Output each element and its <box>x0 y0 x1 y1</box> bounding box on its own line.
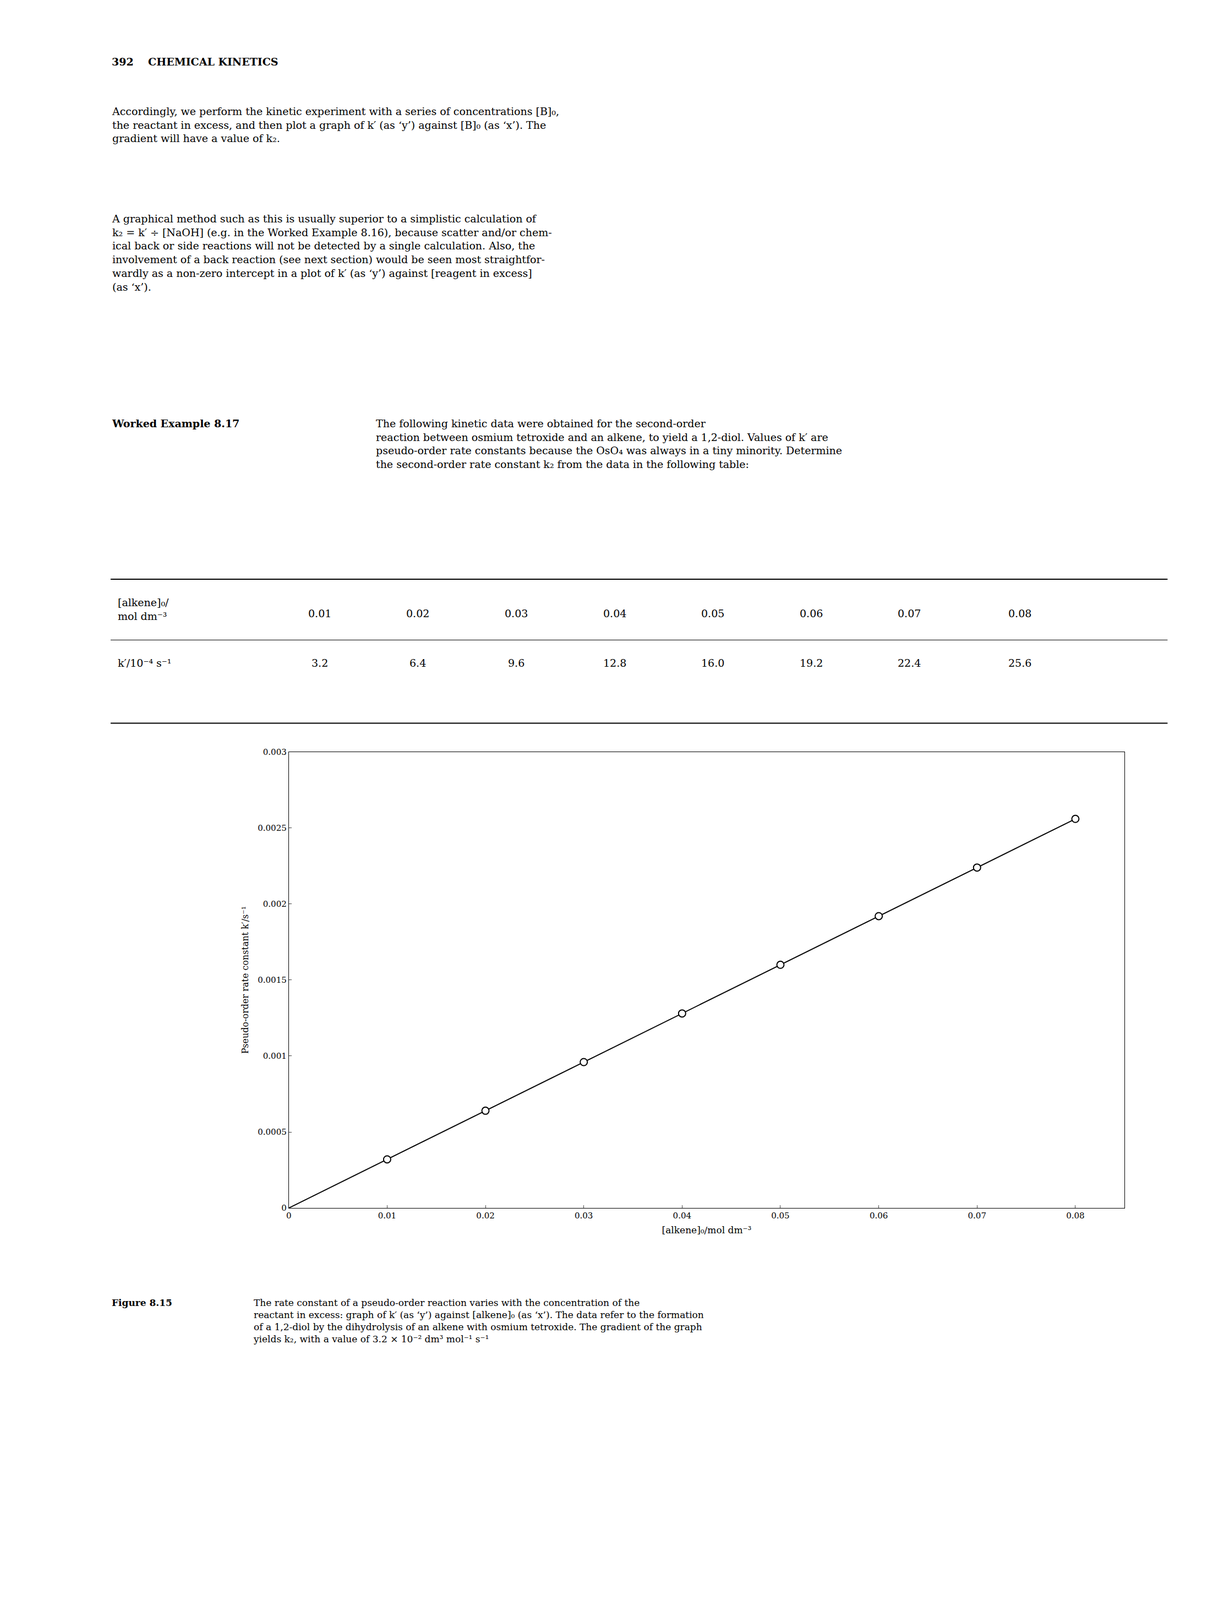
svg-text:[alkene]₀/mol dm⁻³: [alkene]₀/mol dm⁻³ <box>662 1224 752 1236</box>
svg-text:0.06: 0.06 <box>869 1210 888 1221</box>
svg-text:0.07: 0.07 <box>897 607 921 620</box>
svg-text:0: 0 <box>281 1202 287 1213</box>
svg-text:12.8: 12.8 <box>603 656 627 669</box>
svg-text:0.08: 0.08 <box>1008 607 1032 620</box>
svg-text:[alkene]₀/mol dm⁻³: [alkene]₀/mol dm⁻³ <box>117 596 169 622</box>
svg-text:Accordingly, we perform the ki: Accordingly, we perform the kinetic expe… <box>111 105 560 145</box>
svg-text:0.05: 0.05 <box>771 1210 790 1221</box>
svg-text:0.0025: 0.0025 <box>257 822 287 833</box>
svg-text:0.02: 0.02 <box>476 1210 495 1221</box>
svg-text:0.04: 0.04 <box>673 1210 692 1221</box>
svg-text:25.6: 25.6 <box>1008 656 1032 669</box>
svg-text:0.06: 0.06 <box>799 607 823 620</box>
svg-text:Worked Example 8.17: Worked Example 8.17 <box>111 417 240 430</box>
svg-text:0.002: 0.002 <box>263 898 287 909</box>
svg-text:A graphical method such as thi: A graphical method such as this is usual… <box>111 212 553 293</box>
svg-text:3.2: 3.2 <box>311 656 329 669</box>
svg-text:0: 0 <box>286 1210 292 1221</box>
svg-text:0.08: 0.08 <box>1066 1210 1085 1221</box>
svg-text:Figure 8.15: Figure 8.15 <box>111 1296 173 1308</box>
svg-text:392 CHEMICAL KINETICS: 392 CHEMICAL KINETICS <box>111 55 279 68</box>
svg-text:6.4: 6.4 <box>409 656 426 669</box>
svg-text:The rate constant of a pseudo-: The rate constant of a pseudo-order reac… <box>253 1296 704 1345</box>
svg-text:0.05: 0.05 <box>701 607 725 620</box>
svg-text:0.0015: 0.0015 <box>257 974 287 985</box>
svg-text:0.001: 0.001 <box>263 1050 287 1061</box>
svg-text:0.03: 0.03 <box>504 607 528 620</box>
svg-text:0.03: 0.03 <box>574 1210 593 1221</box>
svg-text:The following kinetic data wer: The following kinetic data were obtained… <box>375 417 843 471</box>
svg-text:16.0: 16.0 <box>701 656 725 669</box>
svg-text:22.4: 22.4 <box>897 656 921 669</box>
svg-text:0.0005: 0.0005 <box>257 1126 287 1137</box>
svg-text:0.01: 0.01 <box>308 607 332 620</box>
svg-text:0.07: 0.07 <box>968 1210 987 1221</box>
svg-text:19.2: 19.2 <box>799 656 823 669</box>
svg-text:0.01: 0.01 <box>378 1210 397 1221</box>
svg-text:0.04: 0.04 <box>603 607 627 620</box>
svg-text:k′/10⁻⁴ s⁻¹: k′/10⁻⁴ s⁻¹ <box>117 656 172 669</box>
svg-text:0.02: 0.02 <box>406 607 430 620</box>
svg-text:0.003: 0.003 <box>263 746 287 757</box>
svg-text:9.6: 9.6 <box>508 656 525 669</box>
svg-text:Pseudo-order rate constant k′/: Pseudo-order rate constant k′/s⁻¹ <box>239 905 251 1054</box>
